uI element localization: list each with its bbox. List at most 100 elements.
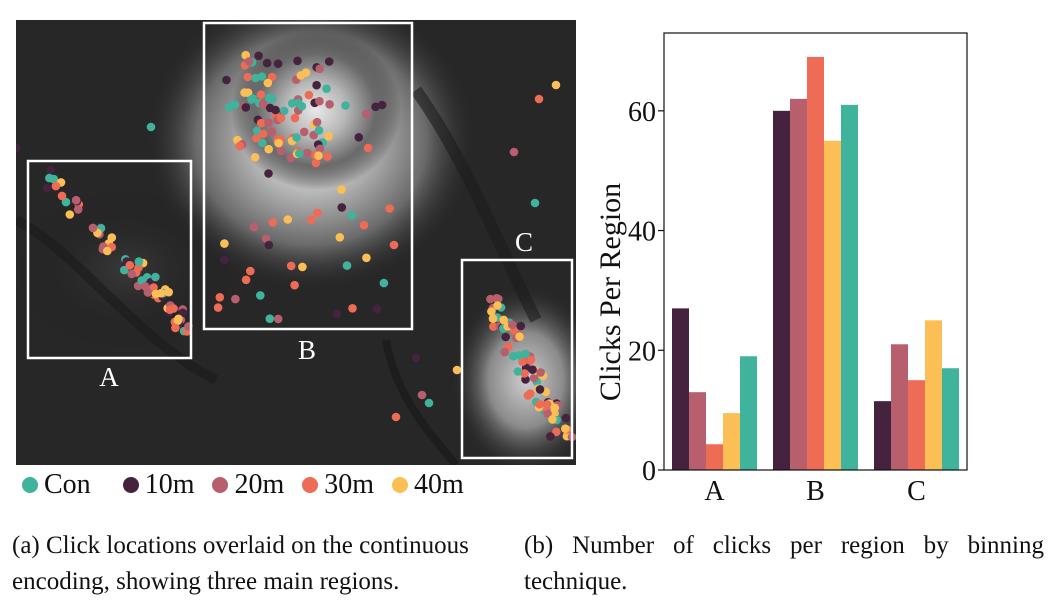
click-point-region-b bbox=[240, 88, 249, 97]
click-point-region-b bbox=[268, 218, 278, 227]
click-point-region-a bbox=[125, 261, 135, 270]
legend: Con 10m 20m 30m 40m bbox=[22, 468, 582, 502]
click-point-region-c bbox=[515, 332, 524, 341]
legend-label: Con bbox=[44, 469, 91, 500]
click-point-region-b bbox=[315, 96, 324, 106]
click-point-region-b bbox=[362, 109, 371, 119]
click-point-region-a bbox=[88, 223, 98, 233]
click-point-region-a bbox=[46, 165, 55, 175]
click-point-region-b bbox=[297, 101, 307, 111]
legend-marker bbox=[122, 477, 139, 493]
click-point-region-c bbox=[536, 368, 545, 377]
click-point-region-b bbox=[283, 215, 293, 224]
click-point-region-a bbox=[151, 289, 161, 299]
click-point-region-a bbox=[51, 181, 61, 191]
click-point-region-c bbox=[508, 320, 517, 330]
click-point-region-b bbox=[256, 291, 265, 300]
click-point-region-b bbox=[337, 185, 346, 194]
click-point-region-c bbox=[529, 373, 539, 383]
x-tick-label: B bbox=[806, 476, 825, 507]
click-point-region-b bbox=[271, 105, 280, 115]
click-point-outlier bbox=[530, 198, 540, 208]
y-tick-label: 40 bbox=[628, 217, 656, 248]
click-point-region-b bbox=[262, 58, 272, 68]
click-point-region-b bbox=[385, 204, 394, 213]
click-point-region-c bbox=[520, 369, 529, 378]
click-point-outlier bbox=[146, 122, 156, 132]
click-point-region-b bbox=[273, 59, 283, 68]
click-point-region-b bbox=[264, 118, 273, 127]
click-location-map: A B C bbox=[16, 20, 576, 465]
click-point-region-c bbox=[488, 314, 498, 323]
click-point-region-c bbox=[499, 315, 509, 325]
click-point-region-a bbox=[103, 246, 112, 256]
click-point-region-b bbox=[258, 138, 267, 148]
region-label-c: C bbox=[515, 227, 533, 257]
region-label-a: A bbox=[99, 362, 119, 392]
clicks-per-region-chart: Clicks Per Region 0 20 40 60 A B C bbox=[594, 32, 968, 507]
click-point-region-b bbox=[258, 99, 268, 109]
click-point-outlier bbox=[452, 365, 462, 375]
click-point-region-b bbox=[213, 303, 223, 312]
click-point-region-b bbox=[215, 293, 225, 302]
click-point-region-b bbox=[276, 113, 286, 123]
click-point-region-b bbox=[251, 73, 260, 83]
click-point-region-b bbox=[314, 126, 324, 135]
click-point-region-b bbox=[312, 117, 322, 127]
region-box-b bbox=[202, 21, 414, 331]
click-point-region-b bbox=[261, 234, 271, 243]
click-point-region-b bbox=[230, 100, 240, 109]
click-point-region-a bbox=[134, 257, 144, 266]
click-point-region-b bbox=[315, 64, 325, 74]
click-point-region-c bbox=[489, 322, 498, 331]
caption-b: (b) Number of clicks per region by binni… bbox=[524, 532, 1044, 595]
click-point-region-a bbox=[173, 316, 183, 326]
click-point-region-c bbox=[561, 413, 571, 423]
click-point-outlier bbox=[391, 412, 401, 422]
click-point-region-b bbox=[256, 90, 266, 99]
click-point-region-b bbox=[264, 240, 274, 250]
click-point-outlier bbox=[509, 147, 519, 157]
click-point-region-b bbox=[256, 118, 266, 128]
click-point-region-b bbox=[314, 151, 323, 160]
click-point-region-c bbox=[542, 400, 552, 409]
click-point-region-c bbox=[552, 427, 561, 437]
click-point-region-a bbox=[61, 197, 71, 207]
click-point-region-b bbox=[293, 56, 302, 66]
click-point-region-b bbox=[377, 100, 387, 110]
click-point-region-b bbox=[348, 304, 357, 313]
click-point-region-b bbox=[313, 208, 322, 218]
bar-c-10m bbox=[874, 401, 891, 470]
click-point-region-b bbox=[341, 101, 350, 110]
click-point-region-c bbox=[535, 385, 545, 394]
click-point-region-b bbox=[332, 309, 342, 319]
click-point-region-c bbox=[526, 355, 536, 365]
bar-a-10m bbox=[672, 308, 689, 470]
click-point-region-b bbox=[252, 133, 261, 143]
click-point-region-a bbox=[164, 287, 173, 297]
bar-series bbox=[672, 56, 959, 471]
y-axis-label: Clicks Per Region bbox=[594, 183, 627, 401]
click-point-region-b bbox=[323, 152, 332, 161]
click-point-region-b bbox=[273, 314, 283, 324]
click-point-region-b bbox=[246, 266, 255, 276]
y-tick-label: 0 bbox=[642, 456, 656, 487]
click-point-region-a bbox=[151, 272, 160, 282]
click-point-region-b bbox=[362, 253, 371, 263]
click-point-outlier bbox=[424, 398, 434, 408]
legend-label: 10m bbox=[144, 469, 195, 500]
legend-marker bbox=[392, 477, 409, 493]
y-tick-label: 20 bbox=[628, 336, 656, 367]
click-point-region-a bbox=[57, 191, 67, 201]
click-points bbox=[16, 50, 576, 442]
click-point-region-b bbox=[354, 133, 364, 142]
click-point-region-b bbox=[335, 233, 345, 242]
click-point-region-c bbox=[493, 301, 502, 310]
click-point-region-a bbox=[141, 282, 150, 291]
click-point-region-b bbox=[286, 261, 296, 271]
region-box-a bbox=[26, 159, 193, 360]
y-tick-label: 60 bbox=[628, 97, 656, 128]
click-point-region-b bbox=[263, 78, 273, 88]
click-point-region-b bbox=[359, 220, 369, 230]
click-point-region-a bbox=[42, 183, 52, 193]
